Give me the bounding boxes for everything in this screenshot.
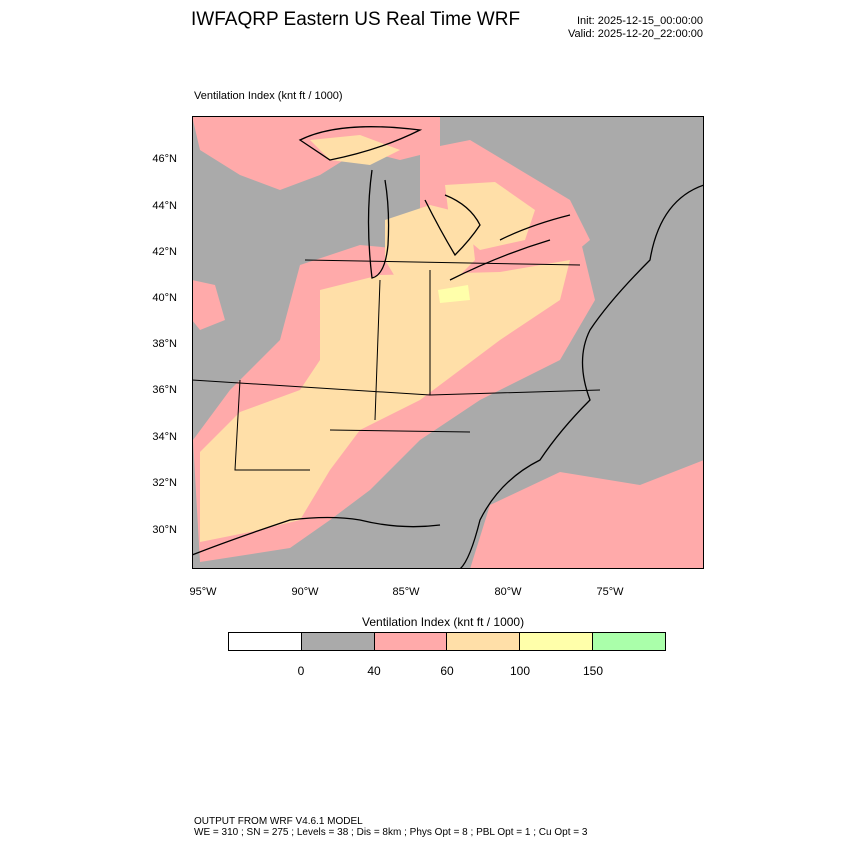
lat-label: 36°N: [152, 384, 177, 396]
lake-ontario-outline: [499, 214, 571, 241]
colorbar-label: 100: [509, 664, 531, 678]
colorbar-label: 0: [297, 664, 305, 678]
lon-label: 85°W: [392, 586, 420, 598]
state-borders: [192, 259, 601, 471]
ventilation-map: [192, 116, 704, 569]
colorbar-label: 60: [440, 664, 454, 678]
footer-line-2: WE = 310 ; SN = 275 ; Levels = 38 ; Dis …: [194, 827, 588, 838]
lon-label: 75°W: [596, 586, 624, 598]
region-pink-north: [192, 116, 440, 190]
region-pink-ocean: [470, 460, 704, 569]
lake-erie-outline: [449, 239, 551, 281]
gulf-coastline: [192, 516, 441, 556]
lon-label: 80°W: [494, 586, 522, 598]
atlantic-coastline: [459, 184, 704, 569]
lon-label: 90°W: [291, 586, 319, 598]
lon-label: 95°W: [189, 586, 217, 598]
plot-subtitle: Ventilation Index (knt ft / 1000): [194, 90, 343, 102]
lake-superior-outline: [298, 126, 423, 161]
lat-label: 30°N: [152, 524, 177, 536]
footer-line-1: OUTPUT FROM WRF V4.6.1 MODEL: [194, 816, 363, 827]
colorbar-segment: [520, 633, 594, 650]
lat-label: 34°N: [152, 431, 177, 443]
lat-label: 46°N: [152, 153, 177, 165]
lake-michigan-outline: [367, 169, 390, 279]
coastlines-and-borders: [192, 126, 704, 569]
valid-time: Valid: 2025-12-20_22:00:00: [568, 28, 703, 40]
colorbar: [228, 632, 666, 651]
lat-label: 38°N: [152, 338, 177, 350]
colorbar-segment: [229, 633, 302, 650]
map-frame: [192, 116, 704, 569]
colorbar-segment: [301, 633, 375, 650]
init-time: Init: 2025-12-15_00:00:00: [577, 15, 703, 27]
region-tan-ohio-valley: [200, 260, 570, 542]
lat-label: 44°N: [152, 200, 177, 212]
colorbar-label: 150: [582, 664, 604, 678]
lat-label: 32°N: [152, 477, 177, 489]
figure-title: IWFAQRP Eastern US Real Time WRF: [191, 9, 521, 30]
colorbar-title: Ventilation Index (knt ft / 1000): [362, 615, 525, 629]
colorbar-segment: [447, 633, 521, 650]
region-tan-ontario: [445, 182, 535, 250]
time-info: Init: 2025-12-15_00:00:00 Valid: 2025-12…: [568, 15, 703, 41]
lat-label: 40°N: [152, 292, 177, 304]
region-pink-west: [192, 280, 225, 330]
region-yellow-ohio: [438, 285, 470, 303]
lake-huron-outline: [424, 194, 481, 257]
model-footer: OUTPUT FROM WRF V4.6.1 MODEL WE = 310 ; …: [194, 816, 587, 838]
lat-label: 42°N: [152, 246, 177, 258]
colorbar-label: 40: [367, 664, 381, 678]
region-tan-north: [310, 135, 400, 165]
colorbar-segment: [374, 633, 448, 650]
colorbar-segment: [593, 633, 665, 650]
